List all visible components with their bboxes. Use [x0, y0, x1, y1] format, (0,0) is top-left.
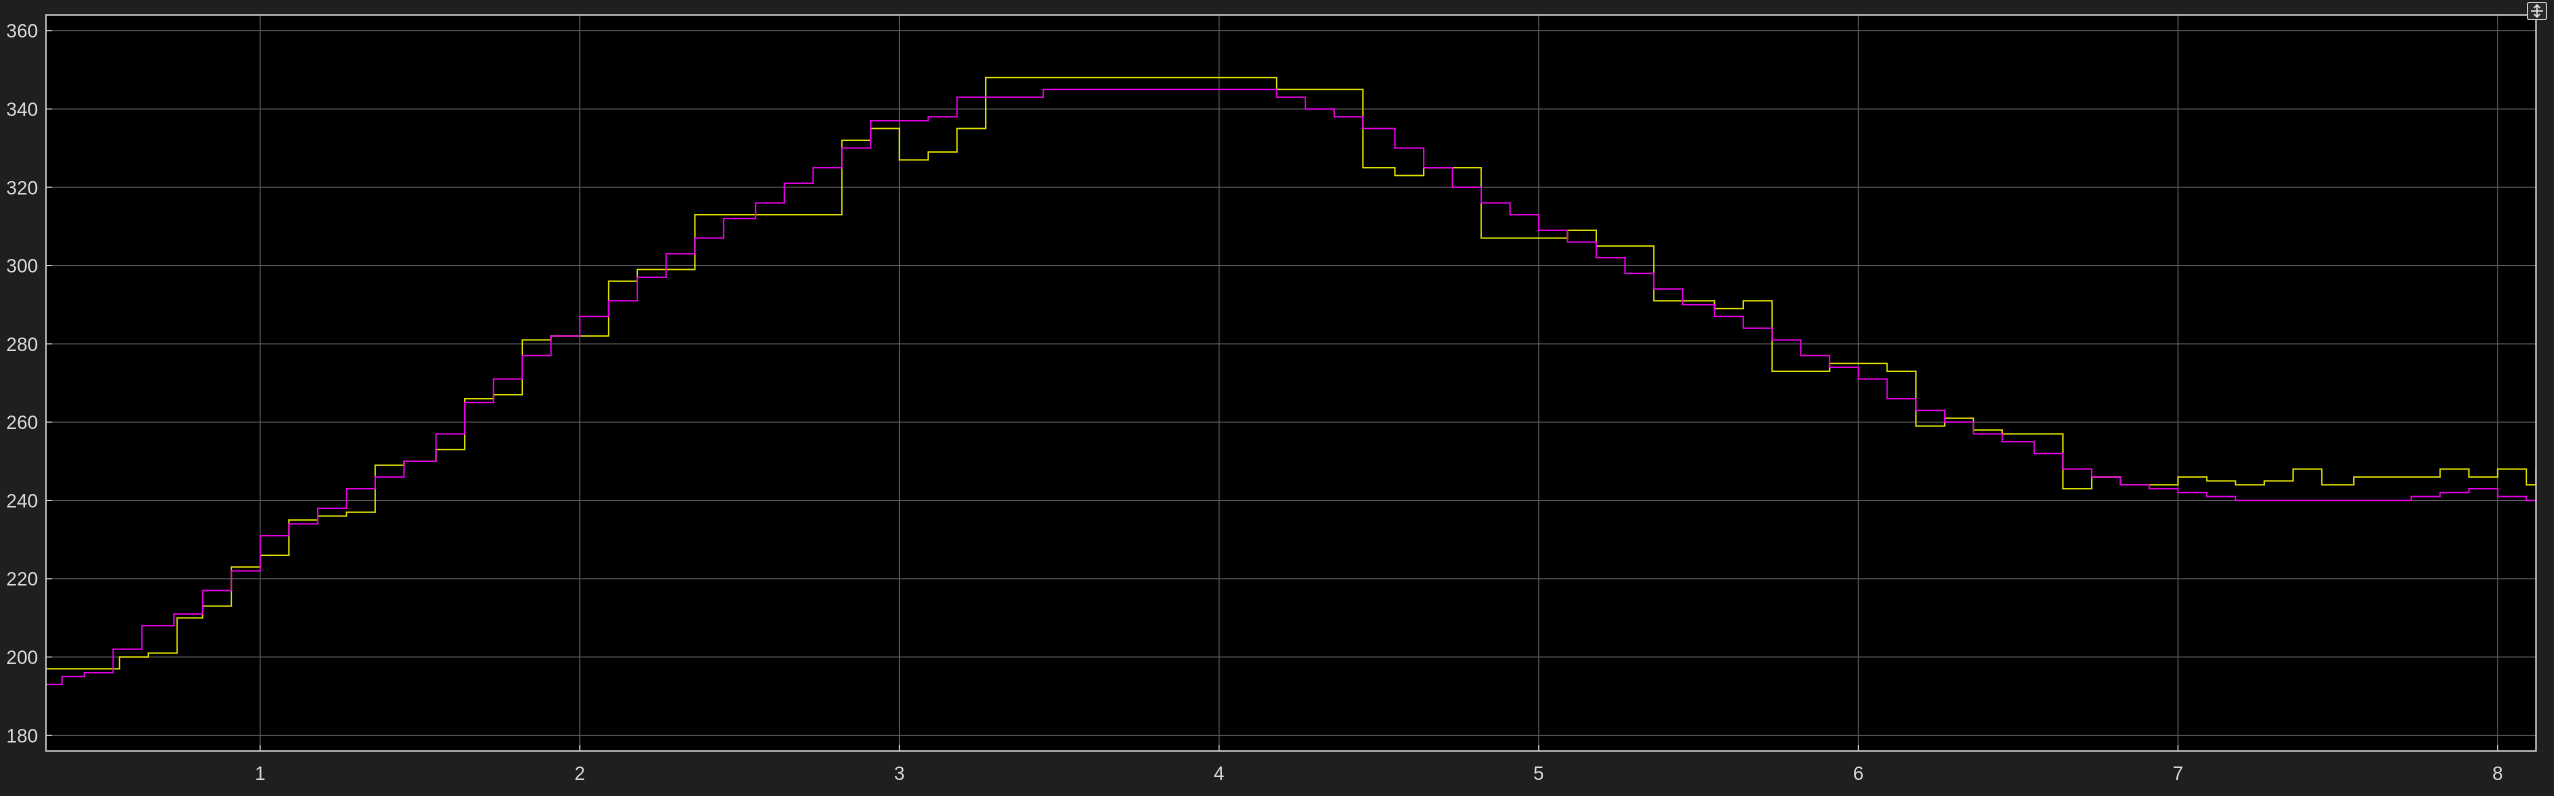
y-tick-label-260: 260: [6, 413, 38, 434]
y-tick-labels: 180 200 220 240 260 280 300 320 340 360: [6, 22, 52, 747]
series-line-2: [46, 88, 2536, 686]
x-tick-label-8: 8: [2492, 764, 2503, 785]
axes-border: [45, 14, 2537, 752]
y-tick-label-240: 240: [6, 491, 38, 512]
expand-arrows-icon: [2531, 3, 2543, 19]
y-tick-label-340: 340: [6, 100, 38, 121]
y-tick-label-180: 180: [6, 726, 38, 747]
x-tick-label-5: 5: [1533, 764, 1544, 785]
y-tick-label-360: 360: [6, 22, 38, 43]
y-tick-label-200: 200: [6, 648, 38, 669]
plot-area: [46, 15, 2536, 751]
expand-axes-button[interactable]: [2527, 2, 2547, 20]
y-tick-label-320: 320: [6, 178, 38, 199]
series-layer: [46, 76, 2536, 686]
x-tick-label-2: 2: [575, 764, 586, 785]
x-tick-labels: 1 2 3 4 5 6 7 8: [255, 745, 2503, 785]
x-tick-label-3: 3: [894, 764, 905, 785]
y-tick-label-220: 220: [6, 570, 38, 591]
x-tick-label-6: 6: [1853, 764, 1864, 785]
y-tick-label-300: 300: [6, 257, 38, 278]
x-tick-label-7: 7: [2173, 764, 2184, 785]
y-tick-label-280: 280: [6, 335, 38, 356]
x-tick-label-4: 4: [1214, 764, 1225, 785]
x-tick-label-1: 1: [255, 764, 266, 785]
